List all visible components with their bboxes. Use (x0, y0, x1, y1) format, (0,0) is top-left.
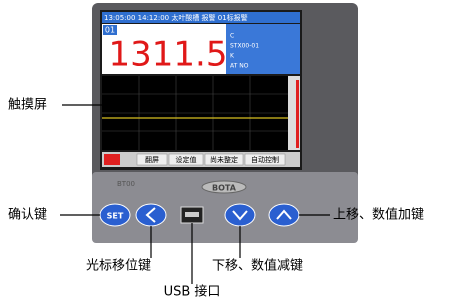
set-key-label: SET (107, 212, 124, 221)
alarm-icon (104, 154, 120, 165)
info: C (230, 33, 234, 40)
brand: BOTA (212, 184, 237, 193)
info: AT NO (230, 63, 249, 70)
screen-button-label: 翻屏 (145, 155, 159, 164)
callout: 光标移位键 (86, 259, 151, 274)
screen-button-label: 设定值 (176, 155, 197, 164)
info: STX00-01 (230, 43, 259, 50)
up-key[interactable] (269, 204, 299, 226)
down-key[interactable] (225, 204, 255, 226)
reading: 1311.5 (109, 35, 228, 75)
callout: 下移、数值减键 (212, 258, 303, 274)
status-text: 13:05:00 14:12:00 太叶酸槽 报警 01标报警 (104, 13, 248, 22)
model: BT00 (117, 180, 135, 188)
left-key[interactable] (136, 204, 166, 226)
callout: USB 接口 (164, 284, 221, 300)
channel: 01 (105, 26, 115, 35)
screen-button-label: 自动控制 (251, 155, 279, 164)
callout: 确认键 (8, 208, 47, 223)
callout: 触摸屏 (8, 98, 47, 113)
screen-button-label: 尚未整定 (210, 155, 238, 164)
callout: 上移、数值加键 (333, 207, 424, 223)
usb-slot (185, 212, 199, 217)
diagram: 13:05:00 14:12:00 太叶酸槽 报警 01标报警 01 1311.… (0, 0, 450, 300)
bar-indicator (296, 80, 299, 148)
